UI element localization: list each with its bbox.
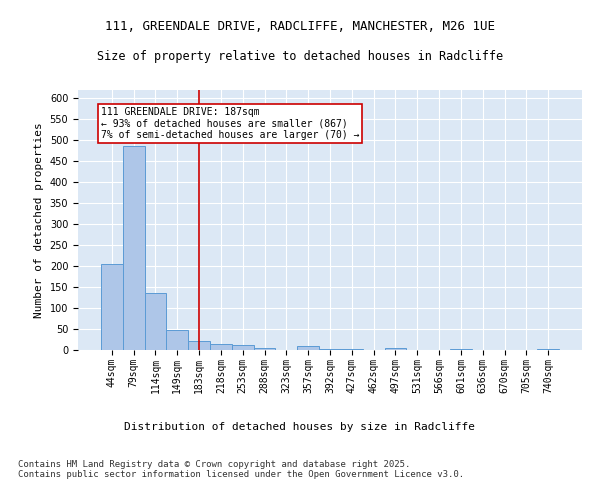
Text: Distribution of detached houses by size in Radcliffe: Distribution of detached houses by size … <box>125 422 476 432</box>
Bar <box>297 346 319 350</box>
Bar <box>188 341 210 350</box>
Text: 111, GREENDALE DRIVE, RADCLIFFE, MANCHESTER, M26 1UE: 111, GREENDALE DRIVE, RADCLIFFE, MANCHES… <box>105 20 495 33</box>
Bar <box>123 146 145 350</box>
Bar <box>450 348 472 350</box>
Text: 111 GREENDALE DRIVE: 187sqm
← 93% of detached houses are smaller (867)
7% of sem: 111 GREENDALE DRIVE: 187sqm ← 93% of det… <box>101 107 359 140</box>
Bar <box>166 330 188 350</box>
Bar <box>145 294 166 350</box>
Text: Contains HM Land Registry data © Crown copyright and database right 2025.
Contai: Contains HM Land Registry data © Crown c… <box>18 460 464 479</box>
Bar <box>254 348 275 350</box>
Bar <box>232 345 254 350</box>
Y-axis label: Number of detached properties: Number of detached properties <box>34 122 44 318</box>
Bar <box>341 349 363 350</box>
Bar <box>210 344 232 350</box>
Bar <box>537 348 559 350</box>
Bar <box>385 348 406 350</box>
Bar <box>319 349 341 350</box>
Bar <box>101 264 123 350</box>
Text: Size of property relative to detached houses in Radcliffe: Size of property relative to detached ho… <box>97 50 503 63</box>
